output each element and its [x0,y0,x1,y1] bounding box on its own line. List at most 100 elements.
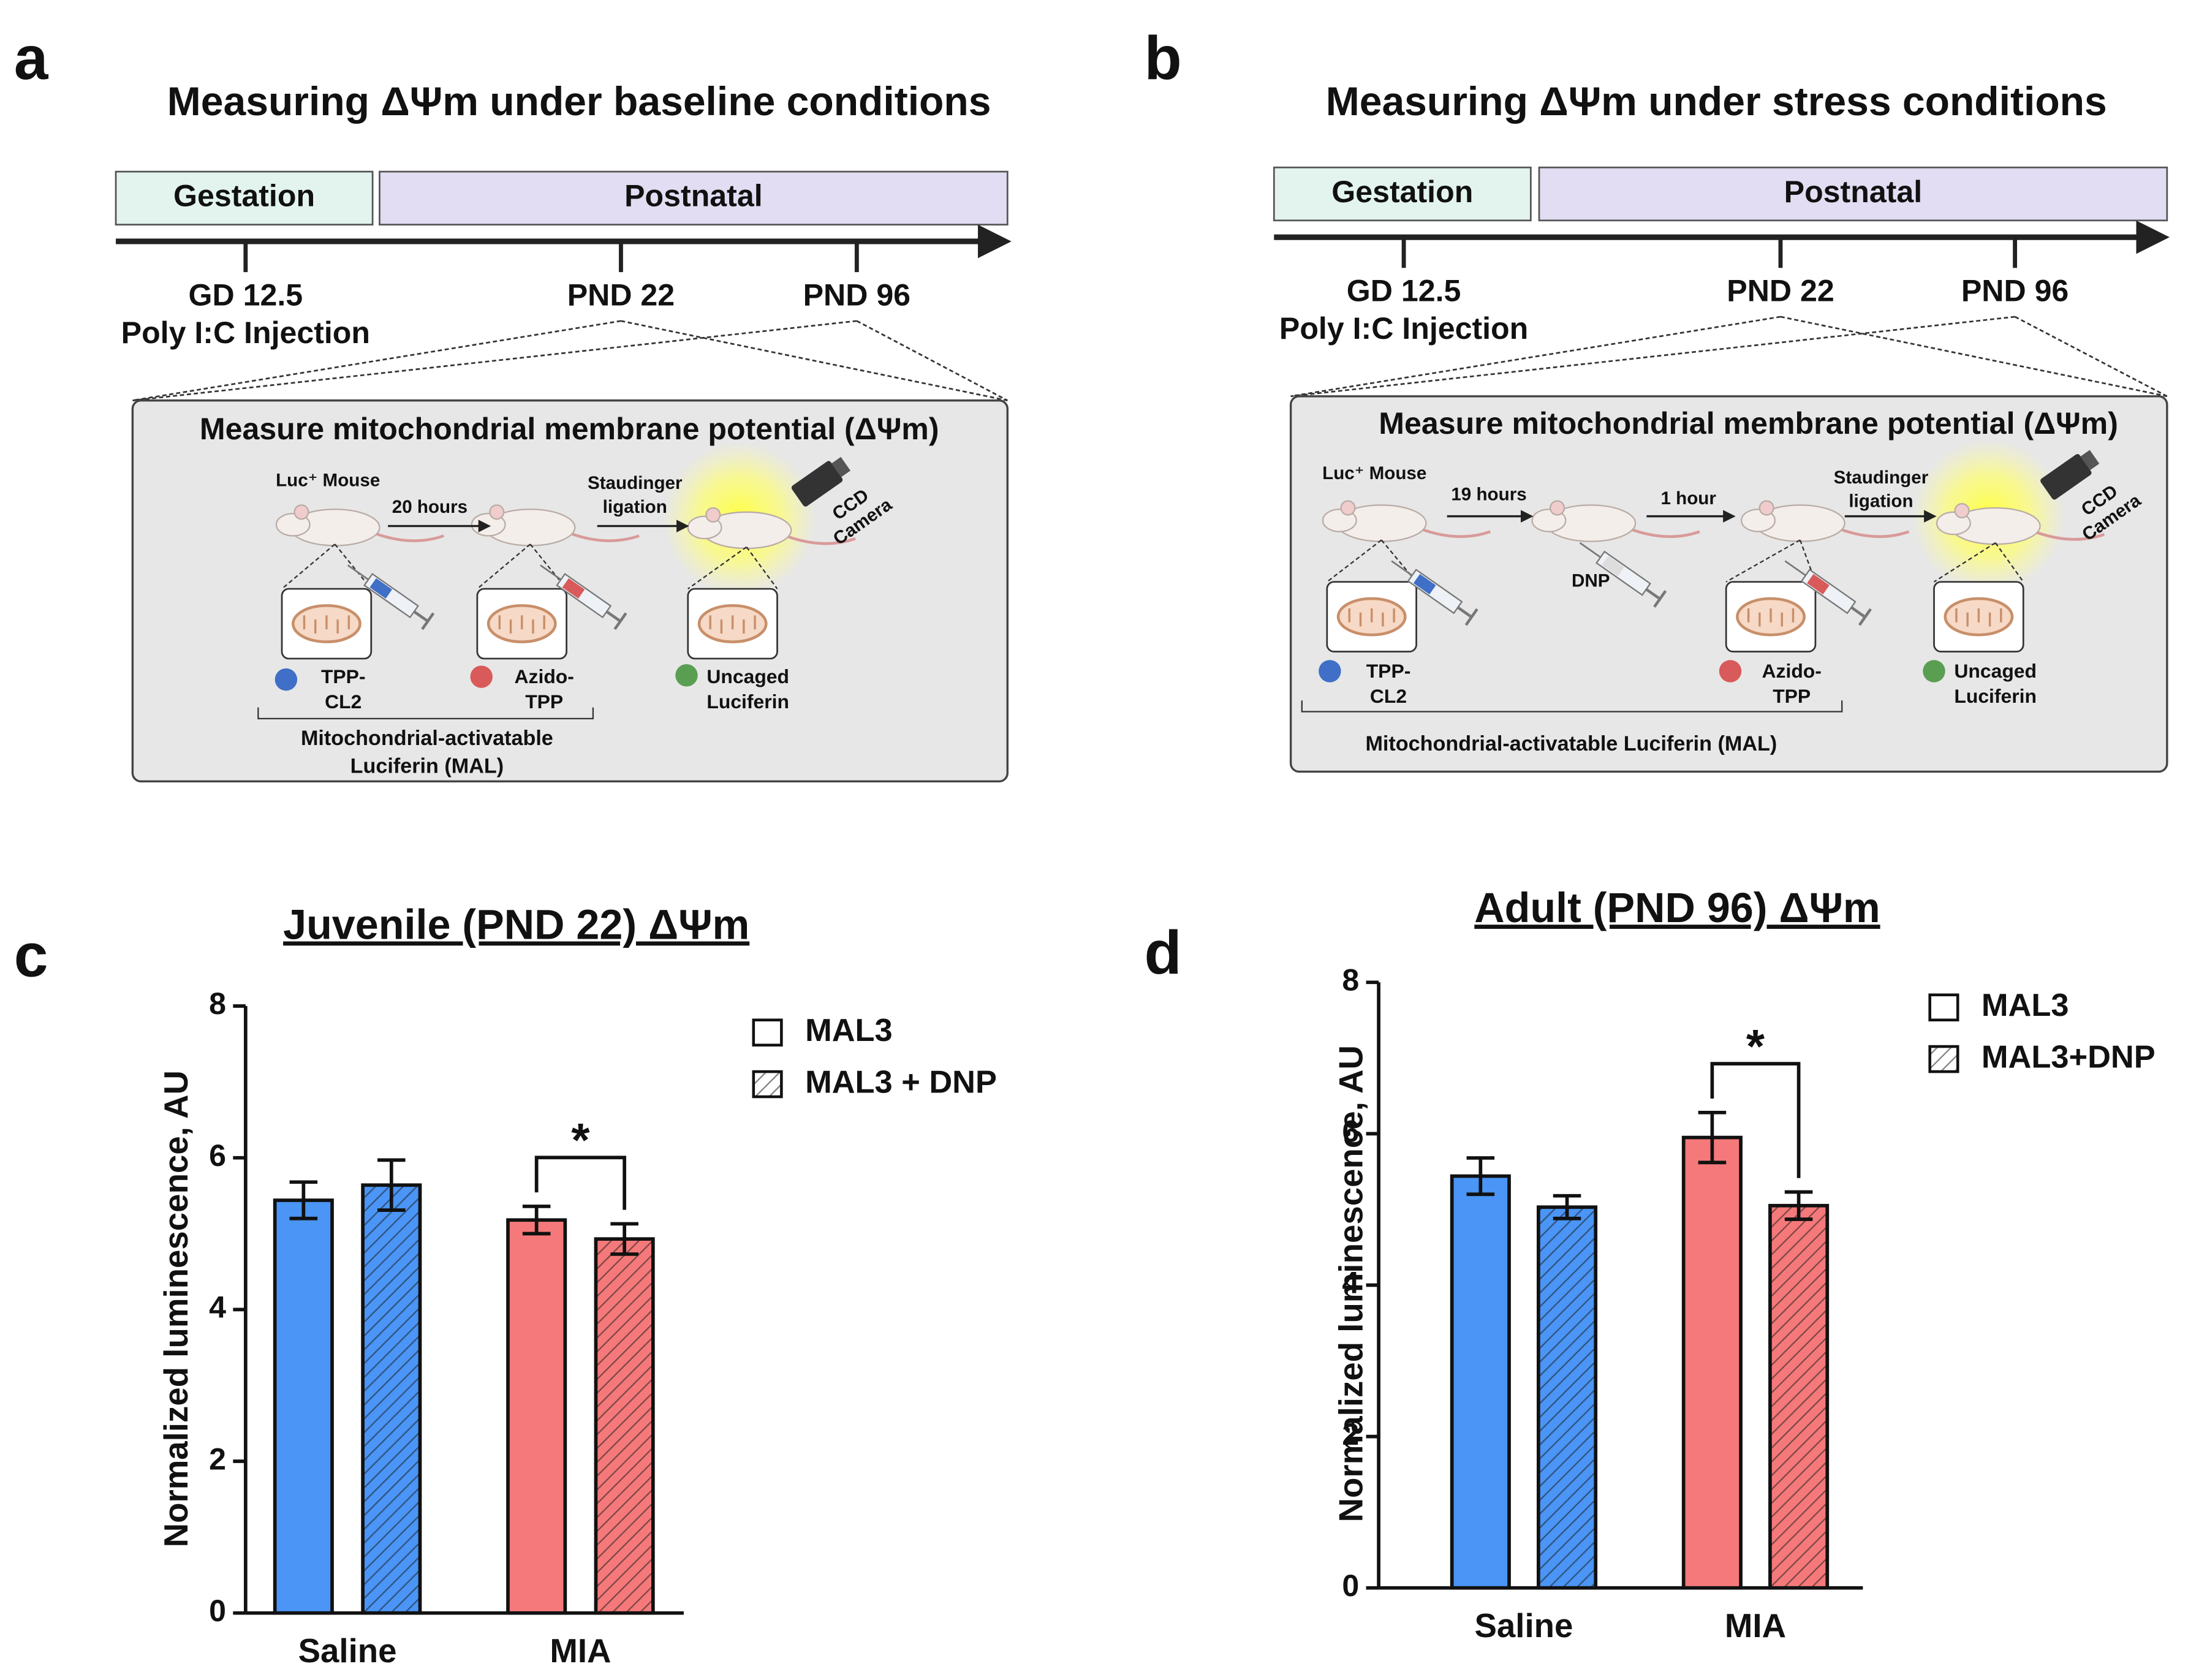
mouse-tail [2034,530,2105,541]
syringe-fluid [1807,573,1830,595]
mouse-ear [1758,500,1774,516]
significance-bracket [1710,1062,1801,1178]
probe-dot [675,664,698,687]
time-point: Poly I:C Injection [121,316,370,350]
syringe-fluid [1413,573,1436,595]
drug-label: DNP [1572,570,1610,591]
syringe [347,564,435,630]
legend-label: MAL3 [805,1013,893,1048]
bar [506,1218,567,1615]
error-bar [1784,1190,1813,1221]
y-tick-label: 6 [1342,1114,1359,1149]
syringe-needle [1579,542,1601,558]
zoom-line [281,543,336,589]
text-line: Luciferin (MAL) [350,755,504,778]
y-tick-label: 8 [209,986,226,1021]
syringe-fluid [562,578,585,599]
phase-label: Gestation [1331,175,1473,209]
text-line: ligation [1849,491,1913,512]
syringe [540,564,627,630]
text-line: Mitochondrial-activatable [301,727,553,750]
syringe-plunger [1850,606,1866,618]
zoom-line [529,543,567,589]
panel-title: Measuring ΔΨm under baseline conditions [167,78,991,124]
syringe [1579,542,1667,608]
time-point: GD 12.5 [189,278,303,312]
zoom-line [1290,316,2015,398]
mouse-ear [1340,500,1356,516]
text-line: Staudinger [1834,467,1929,488]
error-bar [1553,1194,1581,1220]
time-point: PND 22 [1727,273,1834,308]
error-bar [522,1205,551,1236]
syringe-plunger [1645,588,1661,600]
panel-label: a [14,24,49,93]
legend-swatch [752,1070,783,1099]
y-tick-label: 2 [1342,1417,1359,1451]
error-bar [1466,1156,1495,1197]
mouse-ear [1954,503,1970,519]
text-line: Luciferin [706,691,789,713]
zoom-line [1290,316,1781,398]
legend-label: MAL3 [1982,988,2069,1023]
text-line: TPP [1773,685,1811,707]
bar [1681,1135,1743,1590]
camera [2040,450,2100,500]
syringe [1391,560,1478,626]
phase-label: Gestation [173,179,315,213]
zoom-line [621,320,1008,401]
bar [1537,1205,1598,1590]
mouse-tail [785,534,856,545]
text-line: CL2 [1370,685,1407,707]
chart-title: Juvenile (PND 22) ΔΨm [283,902,749,948]
text-line: TPP [525,691,563,713]
error-bar [1698,1110,1727,1165]
phase-box [379,170,1009,226]
probe-dot [1923,660,1945,683]
time-point: PND 22 [567,278,675,312]
syringe [1784,560,1872,626]
syringe-grip [1464,608,1478,626]
y-tick-label: 8 [1342,963,1359,997]
camera-lens [2080,450,2100,471]
cristae [1348,608,1395,627]
x-tick-label: Saline [1474,1607,1573,1644]
zoom-line [2014,316,2168,397]
cristae [1747,608,1795,627]
time-point: PND 96 [1961,273,2069,308]
x-tick-label: MIA [550,1632,611,1670]
mouse-tail [1629,528,1700,539]
text-line: ligation [603,497,667,517]
significance-label: * [571,1114,590,1167]
y-tick-label: 4 [209,1290,226,1325]
syringe-plunger [413,610,429,622]
legend-label: MAL3+DNP [1982,1039,2156,1075]
mouse-label: Luc⁺ Mouse [276,471,380,491]
phase-box [1273,166,1532,222]
syringe-grip [1858,608,1872,626]
mouse-label: Luc⁺ Mouse [1322,463,1426,483]
x-tick-label: Saline [298,1632,397,1670]
bar [273,1198,334,1615]
step-label: 1 hour [1660,488,1716,509]
cristae [709,615,756,634]
y-tick-label: 2 [209,1442,226,1476]
text-line: Luciferin [1954,685,2037,707]
syringe-grip [421,612,435,630]
mouse-ear [489,504,505,520]
syringe-needle [540,564,562,581]
phase-label: Postnatal [624,179,762,213]
panel-label: b [1144,24,1181,93]
text-line: Uncaged [1954,660,2037,682]
panel-label: c [14,921,48,989]
cristae [303,615,350,634]
box-title: Measure mitochondrial membrane potential… [200,412,939,446]
syringe-grip [613,612,627,630]
error-bar [377,1158,406,1212]
y-tick-label: 0 [209,1594,226,1628]
probe-dot [274,668,298,691]
syringe-fluid [1602,556,1624,577]
mal-bracket [257,707,594,720]
y-axis-label: Normalized luminescence, AU [157,1070,195,1547]
zoom-line [1780,316,2168,398]
